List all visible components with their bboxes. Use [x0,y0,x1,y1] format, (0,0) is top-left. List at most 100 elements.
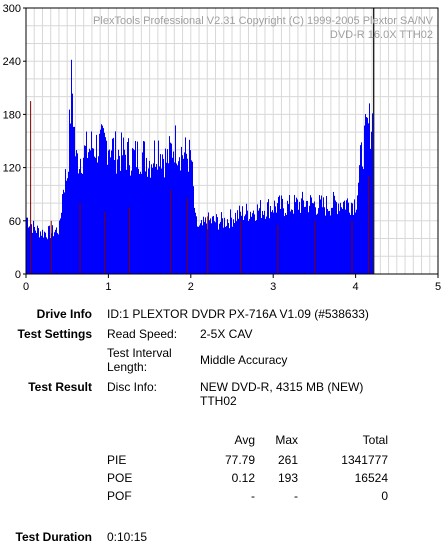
pie-bar [147,176,148,274]
pie-bar [173,151,174,274]
pie-bar [181,146,182,274]
pie-bar [210,218,211,274]
pie-bar [313,203,314,274]
pie-bar [133,148,134,274]
pie-bar [105,137,106,274]
pie-bar [246,203,247,274]
pie-bar [298,209,299,274]
pie-bar [179,157,180,274]
poe-bar [351,220,353,274]
pie-bar [120,170,121,274]
stats-row-name: POF [107,489,132,503]
pie-bar [325,215,326,274]
pie-bar [347,198,348,274]
poe-bar [314,220,316,274]
pie-bar [289,195,290,274]
pie-bar [40,231,41,274]
pie-bar [118,149,119,274]
pie-bar [151,164,152,274]
pie-bar [74,126,75,274]
pie-bar [250,211,251,274]
pie-bar [264,210,265,274]
pie-bar [139,174,140,274]
pie-bar [57,233,58,274]
poe-bar [240,220,242,274]
pie-bar [220,221,221,274]
pie-bar [208,212,209,274]
pie-bar [342,208,343,274]
pie-bar [275,206,276,274]
stats-row-total: 0 [381,489,388,503]
pie-bar [229,228,230,274]
pie-bar [273,212,274,274]
pie-bar [259,208,260,274]
stats-row-avg: 77.79 [224,453,255,467]
pie-bar [85,145,86,274]
pie-bar [58,234,59,274]
pie-bar [209,220,210,274]
pie-bar [364,125,365,274]
pie-bar [348,202,349,274]
pie-bar [236,221,237,274]
pie-bar [286,214,287,274]
stats-header-avg: Avg [234,433,255,447]
pie-bar [343,201,344,274]
drive-info-label: Drive Info [36,307,92,321]
pie-bar [188,171,189,274]
pie-bar [72,93,73,275]
pie-bar [371,131,372,274]
pie-bar [214,221,215,274]
pie-bar [174,162,175,274]
pie-bar [98,156,99,274]
poe-bar [186,198,188,274]
pie-bar [79,169,80,274]
pie-bar [39,237,40,274]
pie-bar [260,200,261,274]
pie-bar [186,153,187,274]
pie-bar [334,195,335,274]
pie-bar [217,217,218,274]
pie-bar [69,109,70,274]
pie-bar [65,169,66,274]
pie-bar [124,149,125,274]
pie-bar [222,218,223,274]
pie-bar [97,162,98,274]
pie-bar [99,133,100,274]
pie-bar [88,152,89,274]
pie-bar [183,158,184,274]
chart-axes: 0 1 2 3 4 5 0 60 120 180 240 300 [3,3,441,293]
pie-bar [101,124,102,274]
pie-bar [349,212,350,274]
read-speed-label: Read Speed: [107,327,178,341]
pie-bar [256,220,257,274]
poe-bar [104,211,106,274]
pie-bar [164,177,165,274]
pie-bar [144,141,145,274]
pie-bar [61,212,62,274]
pie-bar [31,224,32,274]
pie-bar [235,212,236,274]
pie-bar [73,126,74,275]
pie-bar [355,212,356,274]
pie-bar [104,132,105,274]
poe-bar [207,216,209,274]
pie-bar [309,205,310,274]
pie-bar [36,232,37,274]
stats-row-max: - [294,489,298,503]
stats-row-avg: 0.12 [231,471,255,485]
pie-bar [116,173,117,274]
pie-bar [193,186,194,274]
pie-bar [91,131,92,274]
pie-bar [113,137,114,274]
y-tick-label: 180 [3,109,21,121]
pie-bar [337,214,338,274]
pie-bar [121,132,122,274]
stats-header-total: Total [362,433,388,447]
pie-bar [95,157,96,274]
pie-bar [77,153,78,274]
pie-bar [219,223,220,274]
disc-info-value-line2: TTH02 [200,394,237,408]
pie-bar [370,148,371,274]
pie-bar [258,210,259,274]
pie-bar [271,211,272,274]
